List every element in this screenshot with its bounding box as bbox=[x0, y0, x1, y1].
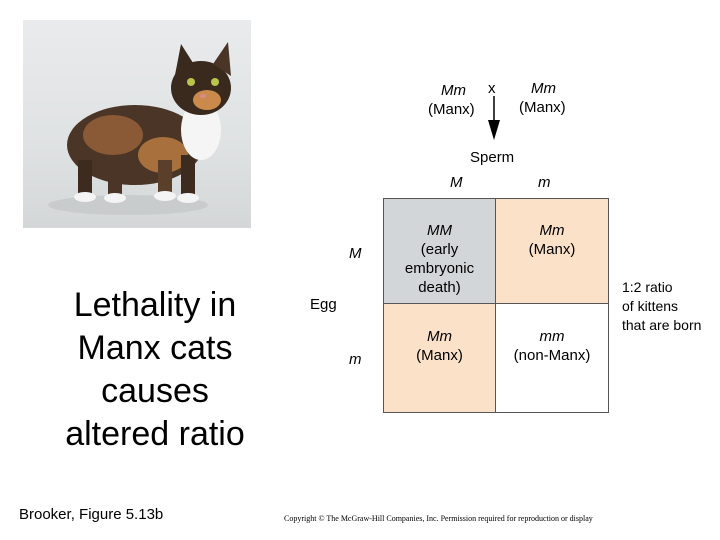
parent2-genotype: Mm bbox=[531, 80, 556, 97]
title-line: causes bbox=[101, 372, 209, 410]
ratio-line: that are born bbox=[622, 317, 702, 333]
sperm-label: Sperm bbox=[470, 149, 515, 166]
cat-illustration bbox=[48, 42, 231, 215]
down-arrow-icon bbox=[488, 96, 500, 140]
ratio-line: 1:2 ratio bbox=[622, 279, 673, 295]
slide-title: Lethality in Manx cats causes altered ra… bbox=[40, 284, 270, 456]
cell-description: (non-Manx) bbox=[513, 347, 591, 364]
egg-label: Egg bbox=[310, 296, 337, 313]
cell-genotype: Mm bbox=[539, 222, 565, 239]
ratio-line: of kittens bbox=[622, 298, 679, 314]
cell-description: (early bbox=[420, 241, 459, 258]
cell-description: (Manx) bbox=[528, 241, 576, 258]
egg-allele-dominant: M bbox=[349, 245, 362, 262]
cell-genotype: Mm bbox=[427, 328, 452, 345]
egg-allele-recessive: m bbox=[349, 351, 362, 368]
cell-description: death) bbox=[418, 279, 461, 296]
cell-genotype: mm bbox=[539, 328, 565, 345]
punnett-cell-Mm-top: Mm (Manx) bbox=[496, 199, 608, 304]
title-line: altered ratio bbox=[65, 415, 245, 453]
copyright-notice: Copyright © The McGraw-Hill Companies, I… bbox=[284, 514, 593, 523]
cell-description: embryonic bbox=[404, 260, 475, 277]
parent2-phenotype: (Manx) bbox=[519, 99, 566, 116]
title-line: Manx cats bbox=[77, 329, 233, 367]
title-line: Lethality in bbox=[73, 286, 237, 324]
punnett-square: MM (early embryonic death) Mm (Manx) Mm … bbox=[383, 198, 609, 413]
manx-cat-photo bbox=[23, 20, 251, 228]
punnett-cell-Mm-bottom: Mm (Manx) bbox=[384, 304, 496, 412]
parent1-phenotype: (Manx) bbox=[428, 101, 475, 118]
ratio-note: 1:2 ratio of kittens that are born bbox=[622, 278, 720, 335]
sperm-allele-recessive: m bbox=[538, 174, 551, 191]
sperm-allele-dominant: M bbox=[450, 174, 463, 191]
cell-genotype: MM bbox=[427, 222, 452, 239]
figure-credit: Brooker, Figure 5.13b bbox=[19, 506, 164, 523]
cross-symbol: x bbox=[488, 80, 496, 97]
punnett-cell-mm: mm (non-Manx) bbox=[496, 304, 608, 412]
cell-description: (Manx) bbox=[416, 347, 463, 364]
punnett-cell-MM: MM (early embryonic death) bbox=[384, 199, 496, 304]
parent1-genotype: Mm bbox=[441, 82, 466, 99]
